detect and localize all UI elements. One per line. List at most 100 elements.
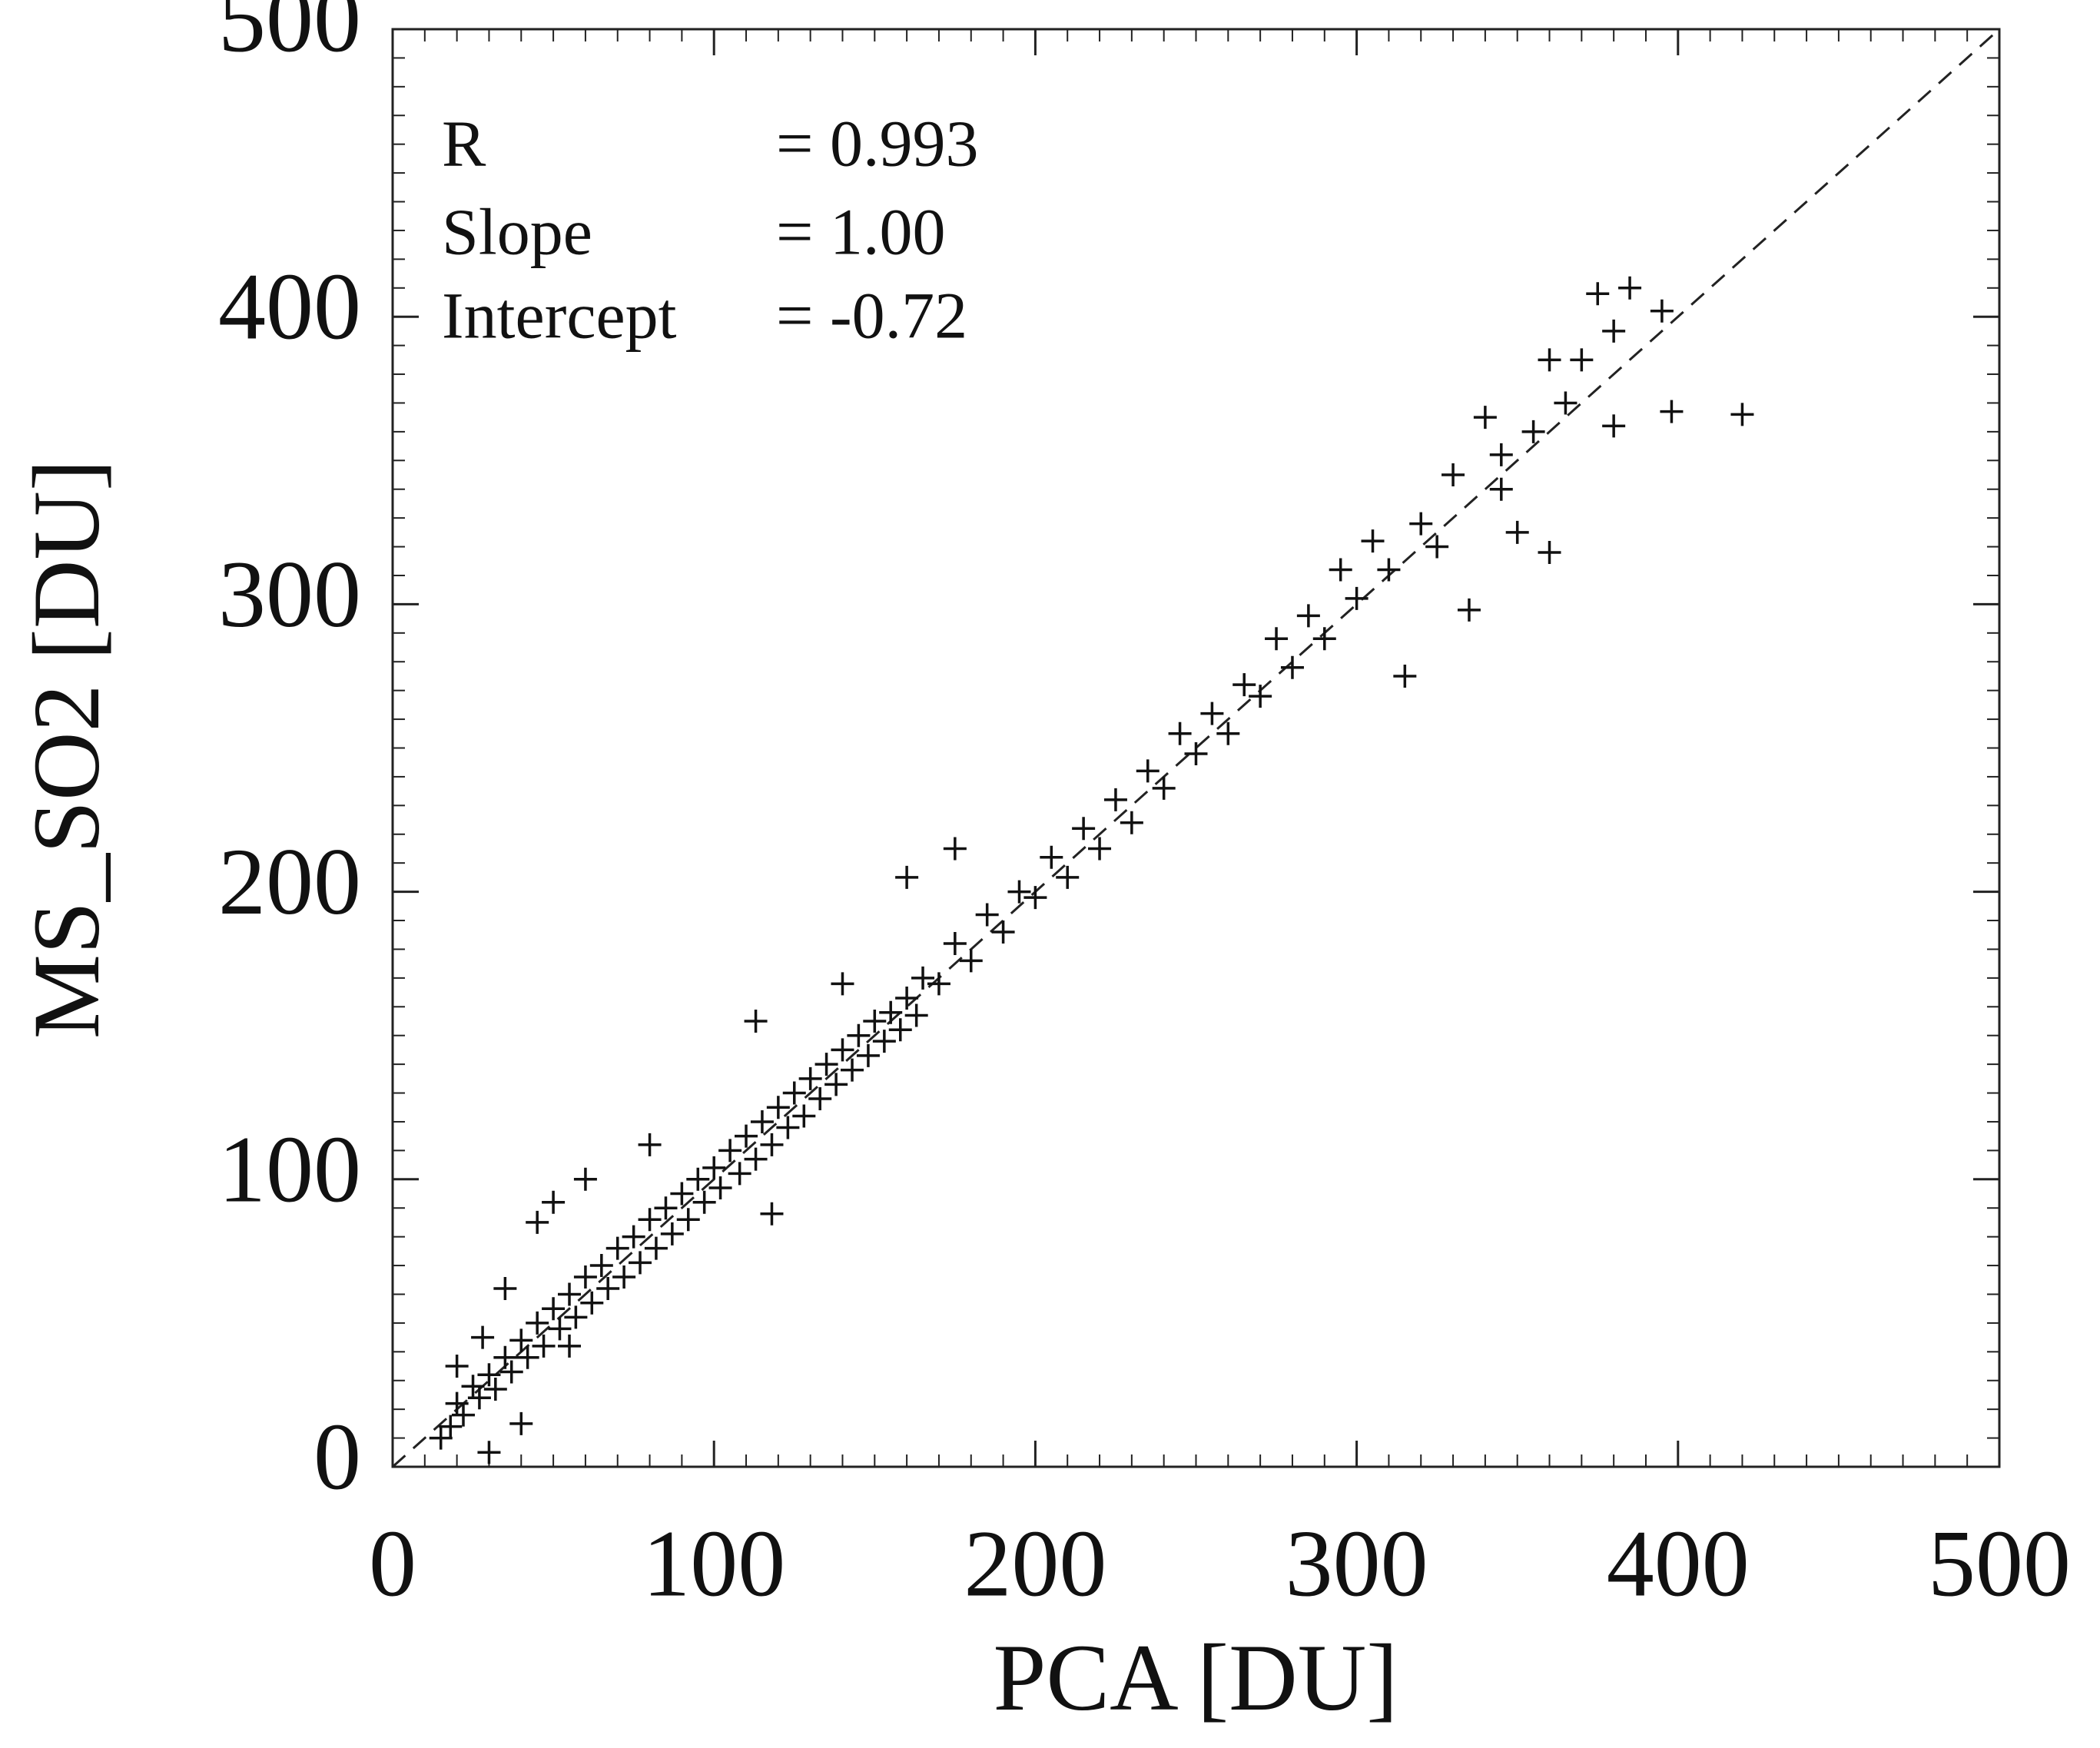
data-point [943,931,967,955]
data-point [728,1162,751,1186]
y-tick-label: 100 [218,1116,361,1222]
data-point [558,1334,582,1358]
data-point [1425,535,1449,559]
data-point [911,966,935,990]
data-point [516,1345,539,1369]
data-point [499,1360,523,1384]
y-tick-label: 400 [218,254,361,360]
data-point [863,1009,887,1033]
data-point [1023,886,1047,910]
data-point [509,1328,533,1352]
data-point [1312,627,1336,651]
data-point [1730,403,1754,426]
annotation-name: R [442,107,486,181]
data-point [1056,865,1080,889]
data-point [1521,420,1545,443]
data-point [1361,529,1385,553]
annotation-value: = -0.72 [776,279,967,353]
data-point [573,1167,597,1191]
data-point [1586,282,1610,306]
data-point [477,1441,501,1464]
data-point [1345,586,1368,610]
data-point [824,1073,848,1096]
data-point [612,1265,636,1289]
data-point [1505,520,1529,544]
y-tick-label: 300 [218,542,361,647]
data-point [1602,319,1626,343]
y-tick-label: 0 [314,1404,361,1509]
data-point [1570,348,1594,372]
data-point [1618,276,1642,300]
data-point [1152,776,1176,800]
data-point [808,1087,832,1111]
data-point [766,1096,790,1119]
data-point [1103,788,1127,811]
data-point [629,1251,652,1275]
data-point [692,1190,716,1214]
data-point [782,1081,806,1105]
y-tick-label: 500 [218,0,361,71]
data-point [888,1018,912,1042]
x-tick-label: 400 [1607,1511,1750,1616]
data-point [445,1355,469,1378]
data-point [872,1030,896,1053]
data-point [532,1334,556,1358]
data-point [814,1053,838,1076]
data-point [760,1133,784,1156]
data-point [792,1104,816,1128]
data-point [686,1167,710,1191]
annotation-name: Slope [442,195,592,269]
data-point [467,1386,491,1410]
annotation-value: = 0.993 [776,107,979,181]
data-point [1489,443,1513,466]
data-point [638,1208,662,1232]
data-point [1473,406,1497,430]
data-point [493,1345,517,1369]
data-point [558,1282,582,1306]
data-point [1393,664,1417,688]
data-point [1200,702,1224,725]
data-point [895,987,919,1010]
data-point [670,1182,694,1206]
data-point [1457,598,1481,622]
data-point [1136,759,1159,783]
data-point [831,972,854,996]
data-point [542,1190,566,1214]
data-point [744,1147,768,1171]
data-point [1088,837,1112,861]
data-point [644,1236,668,1260]
x-tick-label: 100 [642,1511,785,1616]
data-point [1377,558,1401,582]
data-point [841,1058,864,1082]
data-point [622,1225,645,1249]
data-point [1441,463,1465,487]
data-point [439,1415,463,1438]
data-point [526,1210,549,1234]
data-point [750,1109,774,1133]
data-point [483,1377,507,1401]
data-point [676,1208,700,1232]
data-point [1072,817,1096,841]
data-point [831,1038,854,1062]
data-point [1007,880,1031,904]
data-point [1660,400,1684,423]
data-point [509,1411,533,1435]
data-point [654,1196,678,1220]
data-point [959,949,983,973]
x-tick-label: 500 [1928,1511,2071,1616]
data-point [1650,299,1674,323]
data-point [847,1023,871,1047]
data-point [1538,541,1561,565]
data-point [1538,348,1561,372]
data-point [589,1254,613,1278]
y-axis-label: MS_SO2 [DU] [14,459,119,1039]
data-point [548,1317,572,1341]
data-point [702,1156,726,1179]
data-point [1329,558,1352,582]
data-point [660,1222,684,1245]
data-point [580,1291,604,1315]
data-point [975,903,999,927]
data-point [856,1043,880,1067]
data-point [1296,604,1320,628]
